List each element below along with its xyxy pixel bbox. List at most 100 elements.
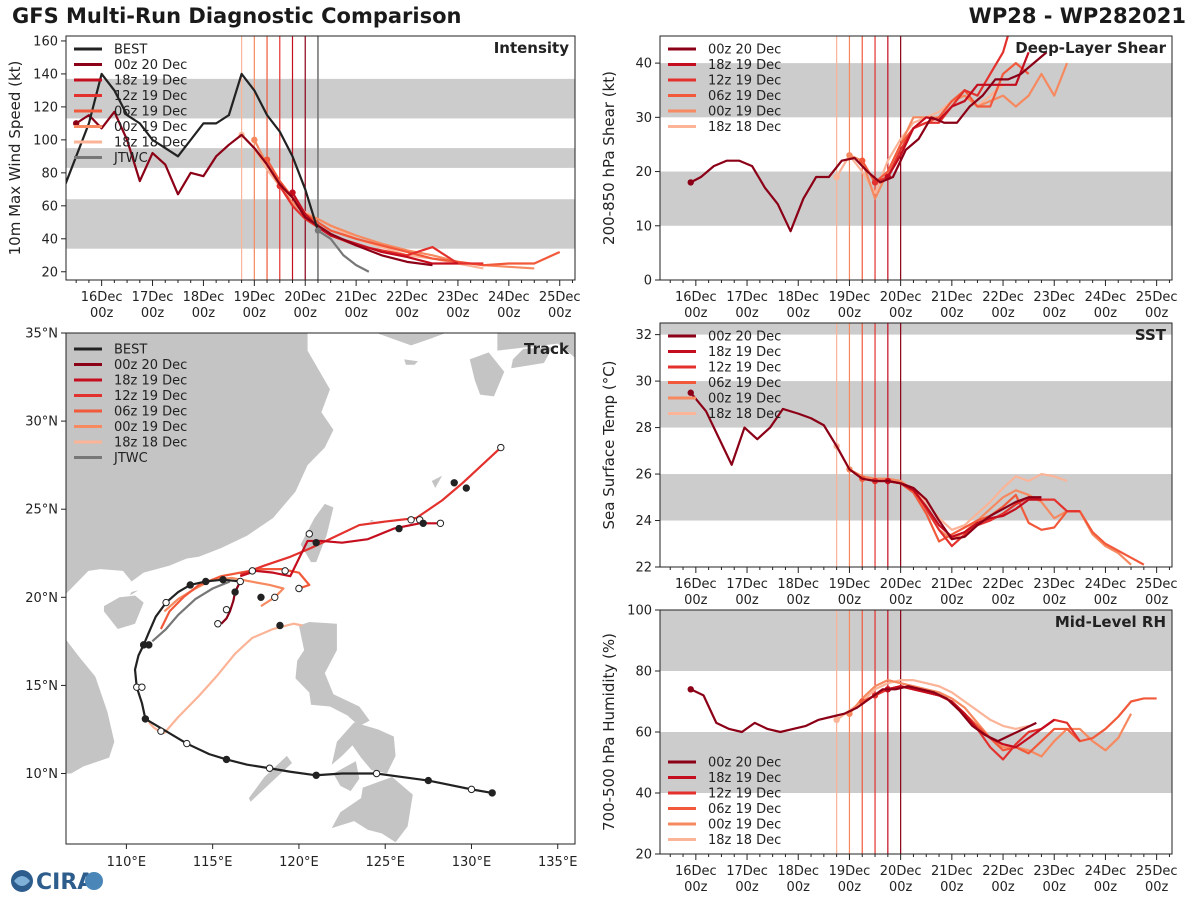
legend-label: 12z 19 Dec bbox=[114, 89, 187, 104]
x-tick-label: 00z bbox=[1145, 593, 1169, 608]
legend-label: 00z 20 Dec bbox=[708, 43, 781, 58]
y-tick-label: 10 bbox=[635, 219, 652, 234]
cira-logo-text: CIRA bbox=[36, 870, 94, 895]
series-line-06z-19-Dec bbox=[862, 477, 1145, 566]
legend-label: 18z 18 Dec bbox=[114, 436, 187, 451]
x-tick-label: 20Dec bbox=[880, 864, 922, 879]
series-init-marker bbox=[846, 152, 853, 159]
landmass-2 bbox=[66, 639, 115, 774]
track-position-marker bbox=[222, 755, 231, 764]
landmass-16 bbox=[129, 590, 139, 596]
panel-rh: 2040608010016Dec00z17Dec00z18Dec00z19Dec… bbox=[600, 604, 1177, 896]
x-tick-label: 00z bbox=[90, 306, 114, 321]
series-init-marker bbox=[72, 120, 80, 127]
series-init-marker bbox=[687, 389, 694, 396]
legend-label: 18z 18 Dec bbox=[708, 120, 781, 135]
landmass-0 bbox=[66, 333, 334, 594]
landmass-11 bbox=[497, 333, 575, 358]
track-position-marker bbox=[497, 443, 505, 452]
track-position-marker bbox=[162, 598, 170, 607]
plot-area-shear bbox=[660, 36, 1172, 280]
track-position-marker bbox=[145, 641, 153, 649]
legend-label: 12z 19 Dec bbox=[708, 74, 781, 89]
x-tick-label: 00z bbox=[1043, 593, 1067, 608]
landmass-14 bbox=[431, 475, 443, 489]
storm-id: WP28 - WP282021 bbox=[968, 4, 1186, 28]
shading-band-2 bbox=[66, 78, 575, 119]
x-tick-label: 23Dec bbox=[437, 290, 479, 305]
x-tick-label: 22Dec bbox=[982, 577, 1024, 592]
lon-tick-label: 130°E bbox=[452, 855, 492, 870]
x-tick-label: 00z bbox=[991, 593, 1015, 608]
x-tick-label: 22Dec bbox=[982, 864, 1024, 879]
y-tick-label: 32 bbox=[635, 328, 652, 343]
legend-label: 00z 19 Dec bbox=[114, 120, 187, 135]
x-tick-label: 00z bbox=[735, 880, 759, 895]
y-tick-label: 24 bbox=[635, 514, 652, 529]
legend-label: 06z 19 Dec bbox=[708, 376, 781, 391]
track-position-marker bbox=[436, 519, 445, 528]
y-tick-label: 20 bbox=[41, 265, 58, 280]
panel-title: Deep-Layer Shear bbox=[1015, 39, 1166, 57]
series-init-marker bbox=[687, 179, 694, 186]
track-position-marker bbox=[276, 621, 284, 630]
lat-tick-label: 15°N bbox=[25, 679, 58, 694]
series-line-18z-19-Dec bbox=[291, 192, 458, 265]
legend-label: 00z 19 Dec bbox=[708, 392, 781, 407]
lat-tick-label: 35°N bbox=[25, 327, 58, 342]
x-tick-label: 00z bbox=[735, 593, 759, 608]
series-line-00z-20-Dec bbox=[689, 392, 1042, 541]
landmass-15 bbox=[369, 519, 375, 522]
legend-label: 18z 18 Dec bbox=[114, 136, 187, 151]
x-tick-label: 00z bbox=[991, 880, 1015, 895]
lon-tick-label: 125°E bbox=[365, 855, 405, 870]
y-axis-label: 10m Max Wind Speed (kt) bbox=[6, 61, 24, 256]
track-position-marker bbox=[138, 683, 146, 691]
panel-title: SST bbox=[1135, 326, 1167, 344]
x-tick-label: 00z bbox=[243, 306, 267, 321]
landmass-5 bbox=[331, 722, 396, 774]
track-position-marker bbox=[467, 785, 476, 794]
x-tick-label: 16Dec bbox=[675, 577, 717, 592]
track-line-12z-19-Dec bbox=[239, 446, 502, 576]
track-position-marker bbox=[214, 620, 222, 628]
track-position-marker bbox=[231, 588, 239, 596]
track-position-marker bbox=[183, 739, 191, 748]
legend-label: 06z 19 Dec bbox=[708, 89, 781, 104]
series-init-marker bbox=[276, 182, 283, 190]
panel-sst: 22242628303216Dec00z17Dec00z18Dec00z19De… bbox=[600, 322, 1177, 608]
series-init-marker bbox=[687, 686, 694, 693]
x-tick-label: 00z bbox=[395, 306, 419, 321]
x-tick-label: 21Dec bbox=[931, 864, 973, 879]
x-tick-label: 25Dec bbox=[539, 290, 581, 305]
panel-title: Mid-Level RH bbox=[1055, 613, 1166, 631]
y-tick-label: 100 bbox=[33, 133, 58, 148]
legend-label: BEST bbox=[114, 343, 147, 358]
lon-tick-label: 115°E bbox=[193, 855, 233, 870]
track-position-marker bbox=[219, 575, 227, 584]
track-position-marker bbox=[295, 584, 303, 593]
x-tick-label: 19Dec bbox=[829, 577, 871, 592]
legend-label: JTWC bbox=[113, 151, 148, 166]
panel-shear: 01020304016Dec00z17Dec00z18Dec00z19Dec00… bbox=[600, 35, 1177, 321]
legend-label: 00z 20 Dec bbox=[708, 330, 781, 345]
x-tick-label: 22Dec bbox=[982, 290, 1024, 305]
legend-label: 06z 19 Dec bbox=[114, 405, 187, 420]
legend-label: 06z 19 Dec bbox=[708, 802, 781, 817]
landmass-9 bbox=[469, 352, 505, 397]
x-tick-label: 25Dec bbox=[1136, 864, 1178, 879]
legend-label: 00z 19 Dec bbox=[708, 818, 781, 833]
y-tick-label: 22 bbox=[635, 561, 652, 576]
lat-tick-label: 25°N bbox=[25, 503, 58, 518]
shading-band-0 bbox=[660, 732, 1172, 793]
x-tick-label: 17Dec bbox=[726, 577, 768, 592]
plot-area-intensity bbox=[66, 36, 575, 280]
landmass-7 bbox=[331, 777, 413, 843]
legend-label: JTWC bbox=[113, 451, 148, 466]
x-tick-label: 00z bbox=[940, 593, 964, 608]
x-tick-label: 00z bbox=[1043, 880, 1067, 895]
axes-frame bbox=[659, 35, 1173, 281]
x-tick-label: 17Dec bbox=[726, 290, 768, 305]
legend-label: 18z 19 Dec bbox=[114, 374, 187, 389]
